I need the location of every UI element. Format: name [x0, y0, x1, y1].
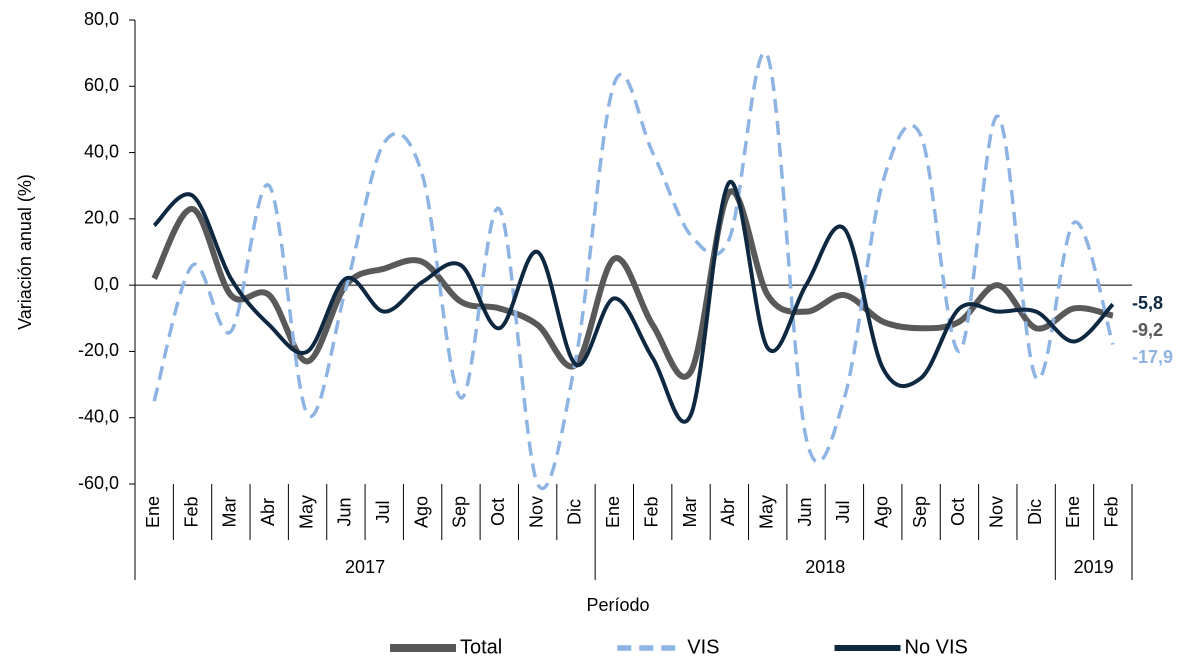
end-label: -9,2 [1132, 320, 1163, 340]
x-tick-label: Jun [795, 497, 815, 526]
x-tick-label: Ago [411, 496, 431, 528]
x-tick-label: Feb [1102, 496, 1122, 527]
x-tick-label: Ene [1063, 496, 1083, 528]
end-label: -5,8 [1132, 293, 1163, 313]
x-tick-label: Abr [718, 498, 738, 526]
legend-label: No VIS [905, 636, 968, 658]
x-tick-label: Mar [220, 496, 240, 527]
y-tick-label: -20,0 [78, 340, 119, 360]
x-tick-label: Ene [143, 496, 163, 528]
x-axis-title: Período [586, 595, 649, 615]
series-line [151, 188, 1114, 380]
legend-label: VIS [687, 636, 719, 658]
y-tick-label: -60,0 [78, 473, 119, 493]
end-label: -17,9 [1132, 347, 1173, 367]
x-tick-label: Sep [450, 496, 470, 528]
x-tick-label: Ago [872, 496, 892, 528]
series-line [152, 180, 1115, 424]
x-tick-label: May [756, 495, 776, 529]
x-tick-label: Nov [987, 496, 1007, 528]
y-tick-label: 60,0 [84, 75, 119, 95]
series-line [152, 50, 1115, 491]
legend-label: Total [460, 636, 502, 658]
x-tick-label: Feb [641, 496, 661, 527]
x-tick-label: Dic [1025, 499, 1045, 525]
x-tick-label: Mar [680, 496, 700, 527]
x-tick-label: May [296, 495, 316, 529]
x-tick-label: Oct [488, 498, 508, 526]
y-tick-label: 80,0 [84, 9, 119, 29]
group-label: 2017 [345, 557, 385, 577]
x-tick-label: Ene [603, 496, 623, 528]
group-label: 2019 [1074, 557, 1114, 577]
y-tick-label: 20,0 [84, 208, 119, 228]
x-tick-label: Nov [526, 496, 546, 528]
y-tick-label: -40,0 [78, 406, 119, 426]
x-tick-label: Abr [258, 498, 278, 526]
y-tick-label: 0,0 [94, 274, 119, 294]
y-axis-title: Variación anual (%) [15, 174, 35, 330]
x-tick-label: Oct [948, 498, 968, 526]
y-tick-label: 40,0 [84, 141, 119, 161]
x-tick-label: Feb [181, 496, 201, 527]
x-tick-label: Jul [833, 500, 853, 523]
group-label: 2018 [805, 557, 845, 577]
x-tick-label: Jun [335, 497, 355, 526]
x-tick-label: Jul [373, 500, 393, 523]
x-tick-label: Dic [565, 499, 585, 525]
x-tick-label: Sep [910, 496, 930, 528]
